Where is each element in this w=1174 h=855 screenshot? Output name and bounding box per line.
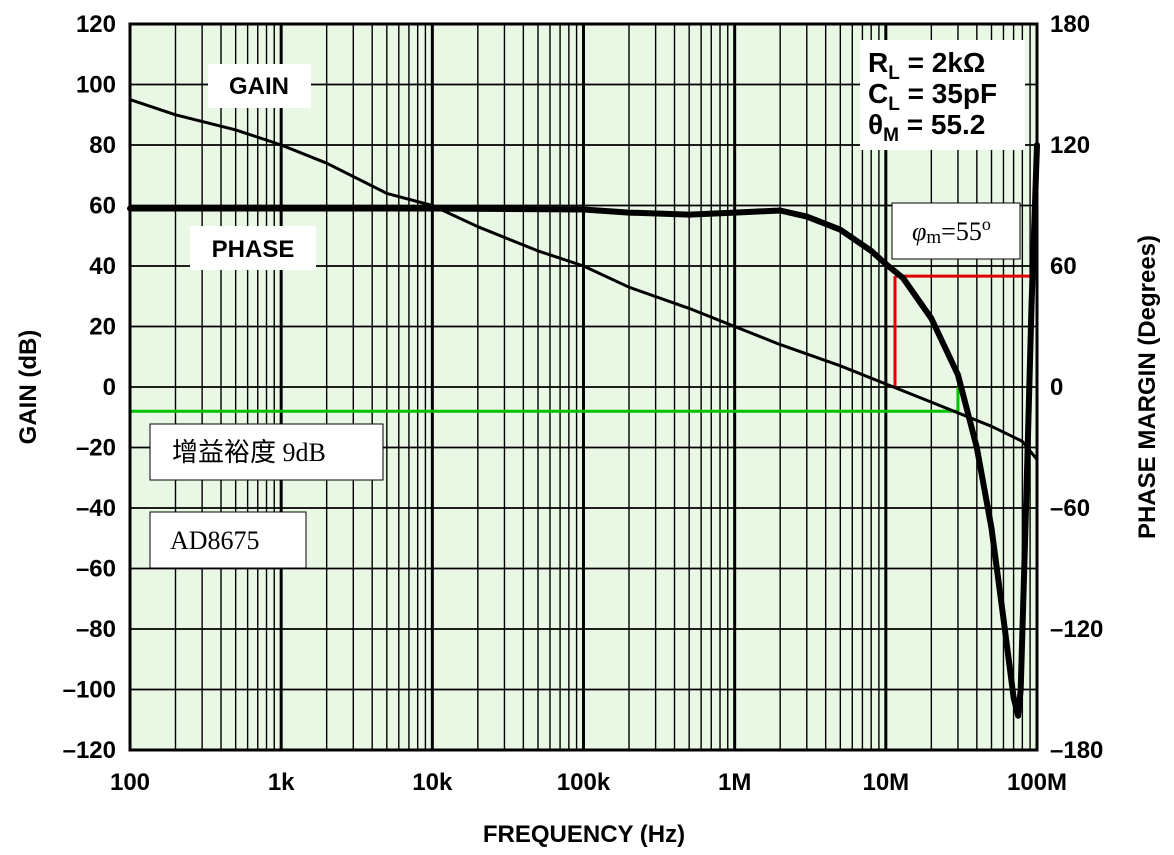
y-tick-label: –80: [76, 616, 116, 643]
y-tick-label: –60: [76, 556, 116, 583]
part-note: AD8675: [170, 526, 260, 555]
y2-tick-label: –120: [1050, 616, 1103, 643]
y-tick-label: –100: [63, 677, 116, 704]
param-theta: θM = 55.2: [868, 109, 985, 146]
y2-tick-label: 60: [1050, 253, 1077, 280]
y-tick-label: –40: [76, 495, 116, 522]
phase-curve: [127, 142, 1040, 719]
gain-curve: [129, 98, 1039, 461]
phase-label: PHASE: [212, 236, 295, 263]
y-tick-label: –120: [63, 737, 116, 764]
y-axis-title: GAIN (dB): [15, 330, 42, 445]
x-tick-label: 100M: [1007, 769, 1067, 796]
y2-axis-title: PHASE MARGIN (Degrees): [1134, 235, 1161, 539]
y-tick-label: 60: [89, 193, 116, 220]
y-tick-label: 20: [89, 314, 116, 341]
x-tick-label: 1M: [718, 769, 751, 796]
x-axis-title: FREQUENCY (Hz): [483, 821, 685, 848]
phase-label-box: [190, 226, 316, 270]
x-tick-label: 10M: [862, 769, 909, 796]
y2-tick-label: –60: [1050, 495, 1090, 522]
gain-label-box: [208, 64, 311, 108]
phase-margin-note: φm=55o: [912, 214, 991, 248]
plot-frame: [128, 22, 1039, 752]
y-tick-label: 120: [76, 11, 116, 38]
params-box: [860, 40, 1025, 150]
y2-tick-label: –180: [1050, 737, 1103, 764]
margin-markers: [130, 274, 1037, 413]
x-tick-label: 100: [110, 769, 150, 796]
gain-margin-note-box: [149, 423, 384, 481]
tick-labels: 100 1k 10k 100k 1M 10M 100M 120 100 80 60 40 20 0 –20 –…: [63, 11, 1104, 796]
param-rl: RL = 2kΩ: [868, 47, 985, 84]
gain-margin-note: 增益裕度 9dB: [172, 438, 326, 467]
y-tick-label: 40: [89, 253, 116, 280]
x-tick-label: 1k: [268, 769, 295, 796]
y-tick-label: 0: [103, 374, 116, 401]
y-tick-label: 100: [76, 72, 116, 99]
phase-margin-note-box: [891, 202, 1021, 260]
y-tick-label: 80: [89, 132, 116, 159]
y2-tick-label: 120: [1050, 132, 1090, 159]
y-tick-label: –20: [76, 435, 116, 462]
y2-tick-label: 0: [1050, 374, 1063, 401]
x-tick-label: 100k: [557, 769, 611, 796]
y2-tick-label: 180: [1050, 11, 1090, 38]
part-note-box: [149, 511, 307, 569]
x-tick-label: 10k: [412, 769, 453, 796]
gain-label: GAIN: [229, 73, 289, 100]
param-cl: CL = 35pF: [868, 78, 997, 115]
